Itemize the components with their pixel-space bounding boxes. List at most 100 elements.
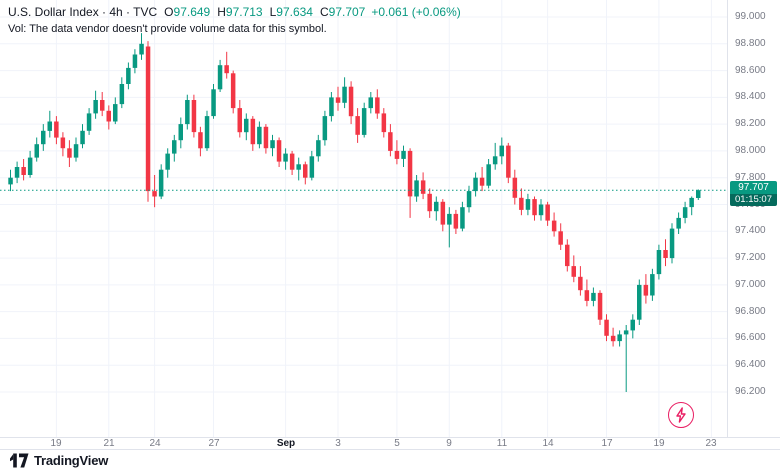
time-tick-label: 24 xyxy=(149,438,161,449)
candle-body xyxy=(126,67,131,84)
candle-body xyxy=(230,73,236,109)
price-tick-label: 98.600 xyxy=(735,65,766,76)
candle-body xyxy=(656,250,662,275)
candle-body xyxy=(276,140,282,162)
candle-body xyxy=(453,213,459,229)
candle-body xyxy=(348,86,354,117)
candle-body xyxy=(506,145,511,178)
flash-button[interactable] xyxy=(668,402,694,428)
last-price-value: 97.707 xyxy=(730,181,777,194)
candle-body xyxy=(224,65,229,74)
candle-body xyxy=(434,201,439,212)
time-tick-label: 5 xyxy=(394,438,400,449)
last-price-badge: 97.707 01:15:07 xyxy=(730,181,777,206)
candle-body xyxy=(47,121,52,131)
time-axis[interactable]: 19 21 24 27 Sep 3 5 9 11 14 17 19 23 xyxy=(0,437,780,449)
price-tick-label: 97.200 xyxy=(735,252,766,263)
candle-body xyxy=(420,180,426,194)
candle-body xyxy=(447,213,452,225)
candle-body xyxy=(263,126,269,149)
candle-body xyxy=(198,132,203,149)
time-tick-label: 19 xyxy=(50,438,62,449)
candle-body xyxy=(545,204,550,221)
candle-body xyxy=(623,330,629,335)
price-tick-label: 98.200 xyxy=(735,118,766,129)
candle-body xyxy=(381,113,387,133)
candle-body xyxy=(578,276,583,291)
tradingview-logo-icon[interactable] xyxy=(10,452,29,469)
candle-body xyxy=(73,144,79,158)
tradingview-logo-text[interactable]: TradingView xyxy=(34,452,109,468)
candle-body xyxy=(532,199,537,216)
candle-body xyxy=(663,250,668,258)
candle-body xyxy=(512,177,518,198)
bar-countdown-timer: 01:15:07 xyxy=(730,194,777,206)
candle-body xyxy=(696,190,701,198)
candle-body xyxy=(191,100,197,133)
candle-body xyxy=(296,164,301,170)
candle-body xyxy=(204,116,210,149)
candle-body xyxy=(322,116,328,141)
candle-body xyxy=(158,169,164,197)
candle-body xyxy=(211,89,216,117)
candle-body xyxy=(361,108,367,135)
candle-body xyxy=(106,110,111,122)
candle-body xyxy=(178,124,183,141)
candle-body xyxy=(558,231,563,245)
candle-body xyxy=(113,104,118,122)
candle-body xyxy=(139,43,144,55)
candle-body xyxy=(329,97,334,117)
candle-body xyxy=(525,199,531,210)
candle-body xyxy=(185,100,190,125)
time-tick-label: 23 xyxy=(705,438,717,449)
candle-body xyxy=(257,126,262,145)
candle-body xyxy=(682,207,688,218)
candle-body xyxy=(289,153,295,170)
candle-body xyxy=(538,204,544,216)
candle-body xyxy=(637,284,642,320)
candle-body xyxy=(407,150,413,197)
price-tick-label: 96.800 xyxy=(735,306,766,317)
time-tick-label: 3 xyxy=(335,438,341,449)
candlestick-chart[interactable] xyxy=(0,0,728,437)
symbol-title[interactable]: U.S. Dollar Index · 4h · TVC xyxy=(8,5,158,19)
candle-body xyxy=(375,97,380,114)
candle-body xyxy=(309,156,315,178)
candle-body xyxy=(486,164,491,186)
time-tick-label: 14 xyxy=(542,438,554,449)
chart-plot-area[interactable]: U.S. Dollar Index · 4h · TVC O97.649 H97.7… xyxy=(0,0,728,437)
candle-body xyxy=(21,167,26,175)
footer-bar: TradingView xyxy=(0,449,780,470)
candle-body xyxy=(152,191,157,197)
candle-body xyxy=(60,137,66,149)
candle-body xyxy=(460,207,465,229)
candle-body xyxy=(401,150,406,159)
candle-body xyxy=(669,228,675,259)
candle-body xyxy=(67,148,72,158)
candle-body xyxy=(492,156,498,165)
time-tick-label: 27 xyxy=(208,438,220,449)
price-tick-label: 98.800 xyxy=(735,38,766,49)
candle-body xyxy=(565,244,570,267)
candle-body xyxy=(303,164,308,178)
candle-body xyxy=(283,153,288,162)
candle-body xyxy=(250,118,256,145)
candle-body xyxy=(388,132,393,151)
candle-body xyxy=(591,292,596,301)
candle-body xyxy=(86,113,92,131)
price-tick-label: 96.600 xyxy=(735,332,766,343)
price-tick-label: 99.000 xyxy=(735,11,766,22)
candle-body xyxy=(473,177,478,192)
candle-body xyxy=(689,197,694,208)
price-tick-label: 97.400 xyxy=(735,225,766,236)
candle-body xyxy=(650,274,655,296)
candle-body xyxy=(368,97,373,109)
candle-body xyxy=(80,130,85,145)
lightning-bolt-icon xyxy=(674,407,688,423)
price-tick-label: 98.400 xyxy=(735,91,766,102)
price-axis[interactable]: 97.707 01:15:07 99.000 98.800 98.600 98.400… xyxy=(727,0,780,437)
candle-body xyxy=(597,292,603,320)
candle-body xyxy=(27,157,33,175)
candle-body xyxy=(499,145,504,157)
